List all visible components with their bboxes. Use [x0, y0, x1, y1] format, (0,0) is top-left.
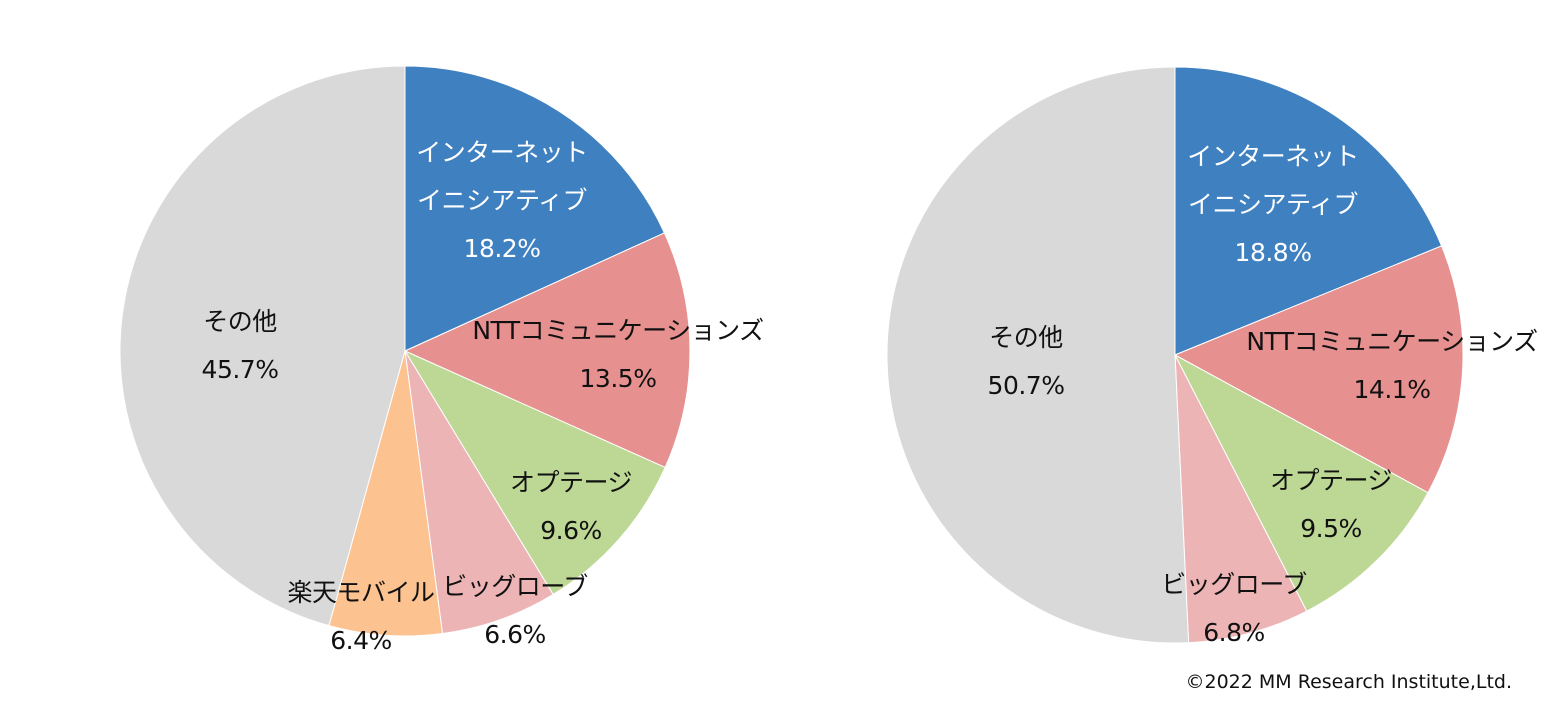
- label-value: 6.6%: [484, 620, 546, 649]
- pie-slice: [1174, 66, 1443, 356]
- label-value: 6.8%: [1203, 618, 1265, 647]
- label-value: 9.5%: [1300, 514, 1362, 543]
- label-value: 18.8%: [1234, 238, 1312, 267]
- slice-label-other: その他 50.7%: [988, 314, 1065, 410]
- label-value: 45.7%: [201, 355, 279, 384]
- pie-slice: [403, 349, 666, 596]
- pie-slice: [404, 65, 666, 352]
- label-name: NTTコミュニケーションズ: [472, 316, 764, 345]
- slice-label-iij: インターネット イニシアティブ 18.2%: [416, 129, 588, 273]
- label-name: その他: [203, 307, 277, 336]
- label-name: その他: [989, 323, 1063, 352]
- slice-label-ntt: NTTコミュニケーションズ 13.5%: [472, 307, 764, 403]
- label-value: 6.4%: [330, 626, 392, 655]
- pie-chart-left: インターネット イニシアティブ 18.2% NTTコミュニケーションズ 13.5…: [119, 65, 764, 665]
- label-value: 14.1%: [1353, 375, 1431, 404]
- pie-slice: [328, 350, 444, 637]
- label-name: ビッグローブ: [442, 572, 588, 601]
- label-value: 50.7%: [987, 371, 1065, 400]
- label-value: 18.2%: [463, 234, 541, 263]
- slice-label-biglobe: ビッグローブ 6.8%: [1161, 561, 1307, 657]
- slice-label-other: その他 45.7%: [202, 298, 279, 394]
- label-name: NTTコミュニケーションズ: [1246, 327, 1538, 356]
- label-value: 13.5%: [579, 364, 657, 393]
- pie-slice: [404, 350, 554, 635]
- label-name-line1: インターネット: [1187, 142, 1359, 171]
- pie-slice: [119, 65, 406, 627]
- label-name: 楽天モバイル: [287, 578, 435, 607]
- pie-slice: [1173, 245, 1464, 494]
- slice-label-biglobe: ビッグローブ 6.6%: [442, 563, 588, 659]
- pie-slice: [1173, 353, 1429, 612]
- label-name: オプテージ: [509, 468, 633, 497]
- pie-left-svg: [119, 65, 691, 637]
- pie-slice: [886, 66, 1190, 644]
- slice-label-rakuten: 楽天モバイル 6.4%: [287, 569, 435, 665]
- pie-slice: [1174, 354, 1308, 644]
- label-name-line2: イニシアティブ: [1187, 190, 1359, 219]
- label-value: 9.6%: [540, 516, 602, 545]
- slice-label-ntt: NTTコミュニケーションズ 14.1%: [1246, 318, 1538, 414]
- slice-label-iij: インターネット イニシアティブ 18.8%: [1187, 133, 1359, 277]
- slice-label-optage: オプテージ 9.5%: [1269, 457, 1393, 553]
- label-name: オプテージ: [1269, 466, 1393, 495]
- slice-label-optage: オプテージ 9.6%: [509, 459, 633, 555]
- label-name: ビッグローブ: [1161, 570, 1307, 599]
- label-name-line1: インターネット: [416, 138, 588, 167]
- pie-slice: [403, 232, 691, 469]
- copyright-notice: ©2022 MM Research Institute,Ltd.: [1185, 671, 1513, 693]
- label-name-line2: イニシアティブ: [416, 186, 588, 215]
